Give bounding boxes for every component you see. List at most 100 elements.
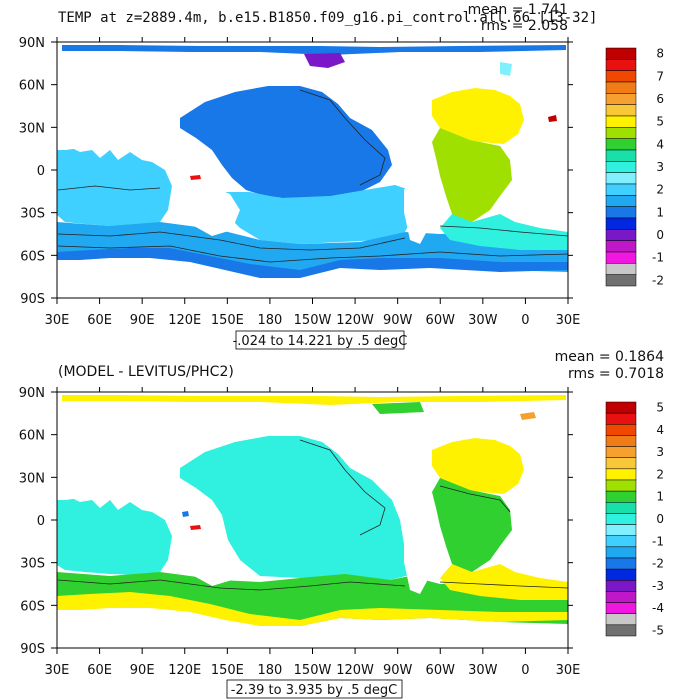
colorbar-swatch (605, 81, 637, 94)
bottom-north-atlantic (432, 438, 524, 494)
y-tick-label: 60S (20, 599, 45, 614)
x-tick-label: 120E (168, 313, 201, 328)
bottom-south-atlantic (440, 564, 568, 600)
bottom-blue-spot (182, 511, 189, 517)
colorbar-swatch (605, 602, 637, 614)
colorbar-swatch (605, 127, 637, 139)
bottom-med (520, 412, 536, 420)
bottom-panel: (MODEL - LEVITUS/PHC2) mean = 0.1864 rms… (19, 349, 664, 699)
colorbar-label: 0 (656, 512, 664, 526)
top-arctic-purple (304, 53, 345, 68)
top-indian-ocean (57, 145, 172, 226)
x-tick-label: 150E (211, 313, 244, 328)
top-australia (186, 186, 240, 236)
bottom-africa (57, 460, 98, 500)
top-contours (57, 89, 568, 263)
top-subtitle: -.024 to 14.221 by .5 degC (233, 334, 408, 349)
x-tick-label: 30W (468, 663, 498, 678)
x-tick-label: 30E (556, 313, 581, 328)
y-tick-label: 30N (19, 471, 45, 486)
colorbar-swatch (605, 568, 637, 581)
colorbar-swatch (605, 263, 637, 275)
top-greenland-sea (500, 62, 512, 76)
colorbar-swatch (605, 424, 637, 436)
colorbar-label: -2 (652, 557, 664, 571)
colorbar-label: -2 (652, 273, 664, 287)
colorbar-swatch (605, 172, 637, 185)
x-tick-label: 120W (336, 313, 374, 328)
y-tick-label: 90N (19, 386, 45, 401)
colorbar-swatch (605, 138, 637, 151)
top-panel: TEMP at z=2889.4m, b.e15.B1850.f09_g16.p… (19, 2, 664, 350)
x-tick-label: 0 (521, 313, 529, 328)
bottom-pacific (180, 436, 410, 580)
bottom-contours (57, 439, 568, 591)
bottom-rms: rms = 0.7018 (568, 366, 664, 382)
x-tick-label: 90E (130, 313, 155, 328)
colorbar-swatch (605, 490, 637, 503)
bottom-colorbar: 5 4 3 2 1 0 -1 -2 -3 -4 -5 (605, 401, 664, 637)
colorbar-swatch (605, 435, 637, 447)
colorbar-label: -3 (652, 579, 664, 593)
x-tick-label: 90W (383, 663, 413, 678)
top-land (57, 110, 568, 298)
top-antarctica (57, 280, 568, 298)
x-tick-label: 60W (426, 663, 456, 678)
top-south-america (404, 180, 440, 244)
x-tick-label: 90E (130, 663, 155, 678)
colorbar-swatch (605, 412, 637, 425)
colorbar-swatch (605, 274, 637, 287)
x-tick-label: 150W (294, 663, 332, 678)
colorbar-label: 1 (656, 490, 664, 504)
top-map (57, 45, 568, 278)
colorbar-swatch (605, 59, 637, 71)
bottom-mean: mean = 0.1864 (555, 349, 664, 365)
colorbar-label: 4 (656, 137, 664, 151)
colorbar-swatch (605, 591, 637, 603)
x-tick-label: 150W (294, 313, 332, 328)
bottom-subtitle: -2.39 to 3.935 by .5 degC (231, 683, 398, 698)
colorbar-swatch (605, 513, 637, 525)
colorbar-swatch (605, 206, 637, 219)
colorbar-label: -5 (652, 623, 664, 637)
colorbar-label: 5 (656, 401, 664, 415)
x-tick-label: 60W (426, 313, 456, 328)
top-red-sea (190, 175, 201, 180)
colorbar-swatch (605, 535, 637, 548)
top-arctic-ocean (62, 45, 566, 55)
colorbar-label: 3 (656, 160, 664, 174)
colorbar-swatch (605, 251, 637, 264)
colorbar-swatch (605, 502, 637, 514)
x-tick-label: 0 (521, 663, 529, 678)
bottom-redsea (190, 525, 201, 530)
colorbar-swatch (605, 613, 637, 626)
top-africa (57, 110, 98, 150)
bottom-antarctica (57, 630, 568, 648)
top-antarctic-shelf (57, 248, 568, 278)
top-south-atlantic (440, 214, 568, 250)
top-mediterranean (548, 115, 557, 122)
bottom-land (57, 460, 568, 648)
colorbar-label: 1 (656, 205, 664, 219)
top-north-pacific (180, 86, 392, 198)
bottom-title: (MODEL - LEVITUS/PHC2) (58, 364, 234, 380)
colorbar-label: -4 (652, 601, 664, 615)
colorbar-label: -1 (652, 251, 664, 265)
x-tick-label: 90W (383, 313, 413, 328)
bottom-greenland (372, 402, 424, 414)
x-tick-label: 120W (336, 663, 374, 678)
x-tick-label: 30E (45, 663, 70, 678)
bottom-axes: 30E 60E 90E 120E 150E 180 150W 120W 90W 60W 30W 0 30… (19, 386, 581, 678)
top-colorbar: 8 7 6 5 4 3 2 1 0 -1 -2 (605, 47, 664, 287)
colorbar-swatch (605, 195, 637, 207)
top-axes: 30E 60E 90E 120E 150E 180 150W 120W 90W 60W 30W 0 30… (19, 36, 581, 328)
x-tick-label: 60E (87, 663, 112, 678)
x-tick-label: 30E (45, 313, 70, 328)
y-tick-label: 0 (37, 514, 45, 529)
colorbar-swatch (605, 183, 637, 196)
colorbar-label: 4 (656, 423, 664, 437)
bottom-antarctic-shelf (57, 592, 568, 626)
x-tick-label: 150E (211, 663, 244, 678)
y-tick-label: 30S (20, 557, 45, 572)
colorbar-swatch (605, 468, 637, 481)
